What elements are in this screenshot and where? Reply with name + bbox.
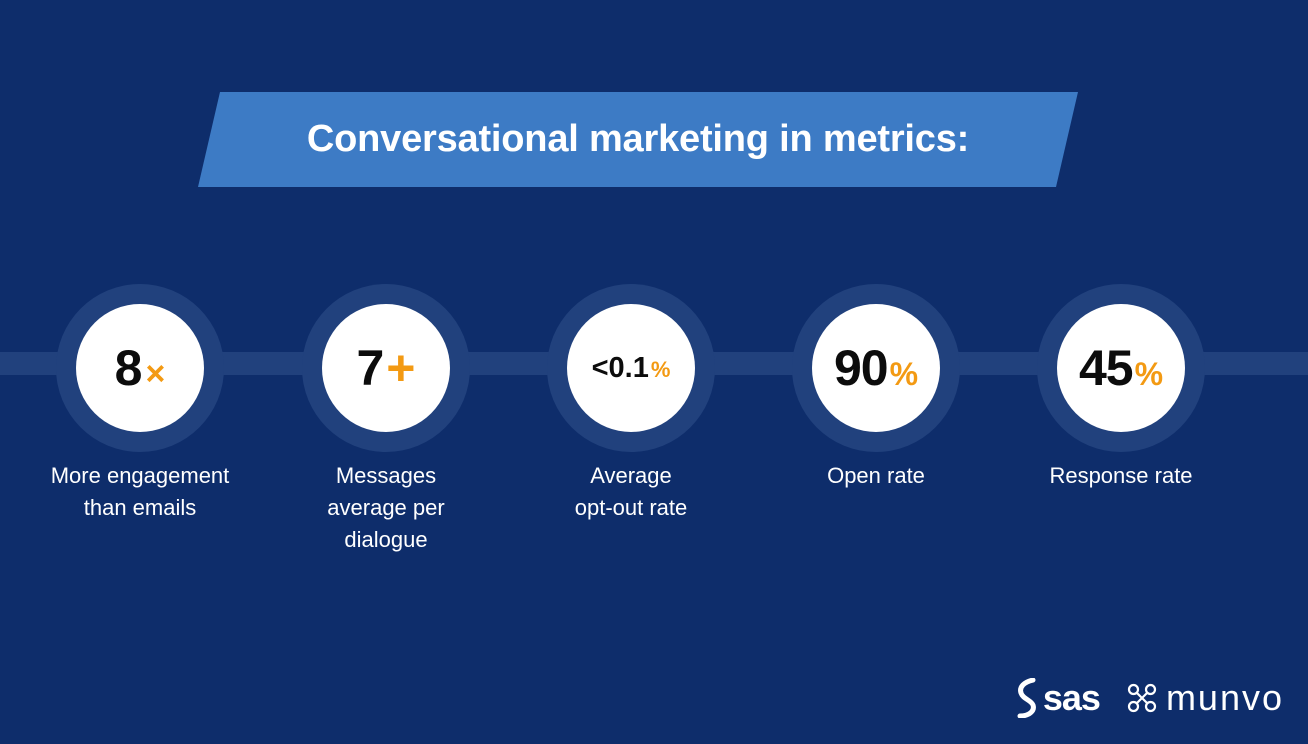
metric-value-group: 90 %	[834, 343, 918, 393]
metric-label-line: Response rate	[1049, 463, 1193, 488]
metric-value: 90	[833, 340, 889, 396]
metric-messages: 7 +	[302, 284, 470, 452]
sas-logo: sas	[1015, 677, 1101, 718]
metric-value: <0.1	[591, 351, 649, 384]
metric-label-line: Messages	[335, 463, 437, 488]
metric-label-line: than emails	[83, 495, 197, 520]
metric-circle: 90 %	[812, 304, 940, 432]
metric-open-rate: 90 %	[792, 284, 960, 452]
metric-engagement: 8 ×	[56, 284, 224, 452]
metric-label-line: More engagement	[50, 463, 230, 488]
metric-suffix: ×	[145, 355, 166, 393]
metric-label-line: Open rate	[827, 463, 925, 488]
metric-value-group: 8 ×	[115, 343, 166, 393]
title-banner	[198, 92, 1078, 187]
metric-opt-out: <0.1 %	[547, 284, 715, 452]
metric-suffix: %	[889, 356, 919, 392]
metric-label-messages: Messages average per dialogue	[271, 460, 501, 556]
munvo-logo: munvo	[1126, 680, 1284, 716]
metric-label-response-rate: Response rate	[1006, 460, 1236, 492]
metric-circle: 7 +	[322, 304, 450, 432]
metric-value: 7	[356, 340, 384, 396]
metric-value: 8	[114, 340, 143, 396]
metric-label-opt-out: Average opt-out rate	[516, 460, 746, 524]
metric-suffix: +	[386, 340, 416, 396]
metric-label-line: average per	[327, 495, 445, 520]
metric-suffix: %	[650, 356, 671, 382]
partner-logos: sas munvo	[1015, 676, 1284, 720]
metric-response-rate: 45 %	[1037, 284, 1205, 452]
metric-circle: 45 %	[1057, 304, 1185, 432]
sas-s-icon	[1017, 678, 1036, 718]
sas-wordmark: sas	[1042, 677, 1101, 718]
page-title: Conversational marketing in metrics:	[306, 118, 970, 160]
metric-label-line: opt-out rate	[574, 495, 688, 520]
metric-value-group: 7 +	[356, 343, 415, 393]
metric-value-group: <0.1 %	[591, 351, 671, 384]
metric-value-group: 45 %	[1079, 343, 1163, 393]
metric-label-line: Average	[590, 463, 672, 488]
metric-circle: <0.1 %	[567, 304, 695, 432]
metric-label-engagement: More engagement than emails	[25, 460, 255, 524]
metric-suffix: %	[1134, 356, 1164, 392]
metric-label-line: dialogue	[344, 527, 428, 552]
munvo-x-icon	[1127, 683, 1157, 713]
metric-label-open-rate: Open rate	[761, 460, 991, 492]
munvo-wordmark: munvo	[1165, 677, 1284, 718]
metric-value: 45	[1078, 340, 1134, 396]
metric-circle: 8 ×	[76, 304, 204, 432]
